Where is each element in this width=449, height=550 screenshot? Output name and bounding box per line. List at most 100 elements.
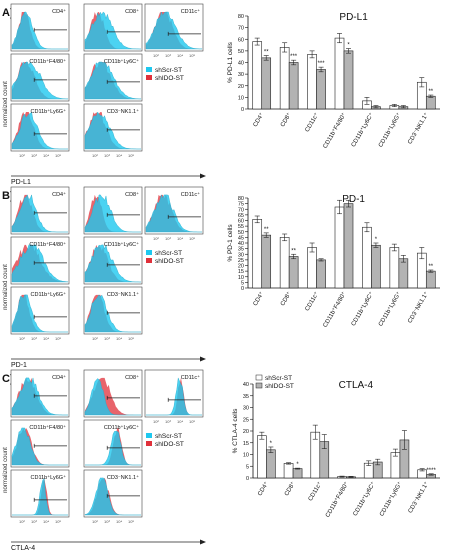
y-tick-label: 35 — [243, 394, 249, 400]
histogram-tick-label: 10⁴ — [43, 519, 49, 524]
histogram-tick-label: 10⁵ — [128, 153, 134, 158]
y-tick-label: 65 — [238, 213, 244, 219]
bar — [316, 259, 326, 289]
histogram-tick-label: 10³ — [104, 153, 110, 158]
bar-legend-swatch — [255, 382, 263, 389]
significance-mark: *** — [318, 61, 326, 67]
histogram-tick-label: 10² — [92, 519, 98, 524]
y-tick-label: 10 — [238, 95, 244, 101]
y-tick-label: 25 — [238, 258, 244, 264]
histogram-label: CD11b⁺Ly6C⁺ — [104, 58, 139, 65]
histogram-panels: A)CD4⁺10²10³10⁴10⁵CD8⁺10²10³10⁴10⁵CD11c⁺… — [2, 3, 206, 550]
bar — [261, 57, 272, 110]
significance-mark: * — [375, 237, 378, 243]
histogram-y-axis-label: normalized count — [3, 447, 9, 493]
category-label: CD4⁺ — [256, 481, 270, 498]
significance-mark: ** — [291, 248, 296, 254]
category-label: CD11b⁺F4/80⁺ — [324, 481, 350, 519]
significance-mark: ** — [428, 264, 433, 270]
histogram-label: CD8⁺ — [125, 191, 139, 198]
histogram-tick-label: 10⁵ — [128, 336, 134, 341]
histogram-tick-label: 10⁴ — [177, 53, 183, 58]
chart-title: CTLA-4 — [339, 380, 374, 391]
histogram-shScr-curve — [11, 294, 68, 333]
histogram-tick-label: 10³ — [165, 236, 171, 241]
histogram-tick-label: 10² — [153, 236, 159, 241]
histogram-panel: CD11b⁺Ly6G⁺ 10² 10³ 10⁴ 10⁵ — [10, 469, 70, 524]
y-tick-label: 50 — [238, 49, 244, 55]
histogram-label: CD11c⁺ — [181, 8, 200, 15]
legend-label: shIDO-ST — [155, 75, 184, 82]
histogram-label: CD11b⁺F4/80⁺ — [29, 424, 66, 431]
bar — [307, 54, 317, 110]
histogram-x-axis-label: PD-1 — [11, 362, 27, 369]
y-tick-label: 40 — [238, 61, 244, 67]
bar — [389, 247, 400, 289]
category-label: CD11c⁺ — [304, 112, 321, 134]
legend-label: shIDO-ST — [155, 258, 184, 265]
x-axis-arrowhead — [200, 173, 206, 179]
significance-mark: ** — [264, 50, 269, 56]
bar — [288, 62, 299, 110]
legend-label: shScr-ST — [155, 67, 182, 74]
histogram-section-1: A)CD4⁺10²10³10⁴10⁵CD8⁺10²10³10⁴10⁵CD11c⁺… — [2, 3, 206, 186]
histogram-panel: CD11c⁺ 10² 10³ 10⁴ 10⁵ — [144, 186, 204, 241]
histogram-shScr-curve — [84, 61, 142, 100]
bar — [252, 41, 263, 110]
bar — [288, 256, 299, 289]
histogram-panel: CD3⁻NK1.1⁺ 10² 10³ 10⁴ 10⁵ — [83, 469, 143, 524]
x-axis-arrowhead — [200, 539, 206, 545]
y-tick-label: 20 — [238, 264, 244, 270]
y-axis-label: % CTLA-4 cells — [232, 408, 239, 454]
histogram-label: CD11b⁺Ly6C⁺ — [104, 424, 139, 431]
legend-label: shScr-ST — [155, 433, 182, 440]
bar — [334, 206, 345, 289]
y-tick-label: 45 — [238, 235, 244, 241]
legend-swatch — [146, 441, 152, 446]
histogram-x-axis-label: PD-L1 — [11, 179, 31, 186]
histogram-panel: CD3⁻NK1.1⁺ 10² 10³ 10⁴ 10⁵ — [83, 286, 143, 341]
histogram-tick-label: 10⁴ — [116, 153, 122, 158]
histogram-tick-label: 10⁴ — [116, 336, 122, 341]
bar — [252, 219, 263, 289]
histogram-panel: CD11b⁺Ly6G⁺ 10² 10³ 10⁴ 10⁵ — [10, 286, 70, 341]
significance-mark: ** — [428, 89, 433, 95]
histogram-shScr-curve — [84, 477, 141, 516]
histogram-shScr-curve — [12, 478, 68, 516]
histogram-label: CD11b⁺Ly6G⁺ — [31, 108, 67, 115]
histogram-tick-label: 10³ — [165, 53, 171, 58]
bar-chart-3: 0 5 10 15 20 25 30 35 40 % CTLA-4 cells CTLA-4 * CD4… — [232, 374, 440, 519]
histogram-shScr-curve — [146, 377, 202, 416]
bar — [425, 95, 436, 110]
category-label: CD11b⁺F4/80⁺ — [322, 291, 348, 329]
y-tick-label: 70 — [238, 26, 244, 32]
y-tick-label: 35 — [238, 247, 244, 253]
histogram-shScr-curve — [84, 11, 141, 50]
y-tick-label: 0 — [241, 286, 244, 292]
histogram-tick-label: 10⁵ — [189, 419, 195, 424]
bar — [257, 435, 267, 479]
significance-mark: * — [270, 441, 273, 447]
histogram-shScr-curve — [11, 194, 68, 233]
y-tick-label: 30 — [238, 72, 244, 78]
chart-title: PD-1 — [342, 194, 365, 205]
legend-label: shScr-ST — [155, 250, 182, 257]
category-label: CD11b⁺Ly6C⁺ — [350, 112, 375, 149]
category-label: CD4⁺ — [252, 112, 266, 129]
bar — [279, 237, 290, 289]
histogram-shScr-curve — [84, 378, 141, 416]
x-axis-arrowhead — [200, 356, 206, 362]
histogram-tick-label: 10⁵ — [189, 236, 195, 241]
section-letter: C) — [2, 373, 14, 385]
y-tick-label: 0 — [241, 107, 244, 113]
histogram-shScr-curve — [84, 294, 141, 333]
histogram-shScr-curve — [11, 61, 69, 100]
histogram-tick-label: 10³ — [31, 336, 37, 341]
significance-mark: **** — [426, 468, 436, 474]
